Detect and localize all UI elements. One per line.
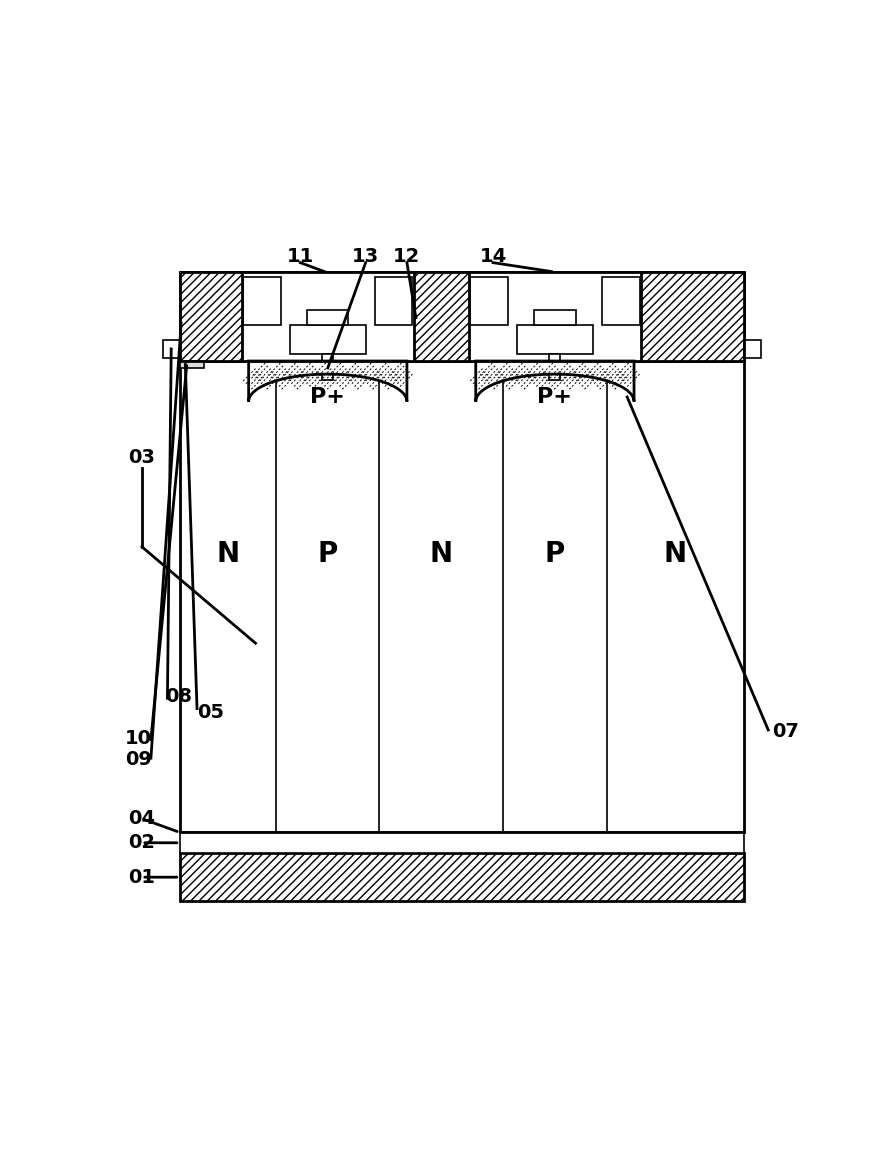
Text: N: N bbox=[217, 540, 240, 567]
Polygon shape bbox=[179, 832, 744, 853]
Polygon shape bbox=[289, 326, 366, 355]
Polygon shape bbox=[469, 272, 641, 361]
Text: P: P bbox=[544, 540, 565, 567]
Polygon shape bbox=[508, 361, 515, 376]
Polygon shape bbox=[179, 361, 744, 832]
Polygon shape bbox=[249, 361, 407, 402]
Polygon shape bbox=[498, 361, 505, 376]
Text: 02: 02 bbox=[129, 833, 155, 852]
Polygon shape bbox=[307, 310, 348, 326]
Polygon shape bbox=[471, 277, 508, 326]
Polygon shape bbox=[744, 341, 761, 358]
Text: N: N bbox=[430, 540, 453, 567]
Text: N: N bbox=[663, 540, 687, 567]
Polygon shape bbox=[163, 341, 179, 358]
Polygon shape bbox=[281, 361, 288, 376]
Text: 10: 10 bbox=[125, 729, 152, 748]
Polygon shape bbox=[179, 272, 744, 361]
Polygon shape bbox=[179, 361, 204, 368]
Polygon shape bbox=[614, 361, 621, 376]
Polygon shape bbox=[414, 272, 469, 361]
Text: P+: P+ bbox=[537, 387, 573, 406]
Polygon shape bbox=[276, 361, 379, 832]
Text: 13: 13 bbox=[352, 247, 379, 266]
Text: P: P bbox=[318, 540, 338, 567]
Polygon shape bbox=[387, 361, 394, 376]
Text: 11: 11 bbox=[287, 247, 313, 266]
Text: 09: 09 bbox=[125, 750, 152, 769]
Text: 08: 08 bbox=[165, 687, 192, 706]
Text: 04: 04 bbox=[129, 809, 155, 829]
Polygon shape bbox=[179, 853, 744, 901]
Polygon shape bbox=[550, 355, 560, 380]
Polygon shape bbox=[476, 361, 634, 402]
Polygon shape bbox=[242, 272, 414, 361]
Polygon shape bbox=[375, 277, 412, 326]
Text: 07: 07 bbox=[772, 722, 798, 741]
Polygon shape bbox=[602, 277, 639, 326]
Text: 03: 03 bbox=[129, 448, 155, 467]
Polygon shape bbox=[179, 272, 242, 361]
Text: 14: 14 bbox=[480, 247, 506, 266]
Polygon shape bbox=[377, 361, 385, 376]
Polygon shape bbox=[272, 361, 278, 376]
Polygon shape bbox=[243, 277, 281, 326]
Text: 12: 12 bbox=[393, 247, 421, 266]
Text: 01: 01 bbox=[129, 868, 155, 886]
Polygon shape bbox=[535, 310, 575, 326]
Polygon shape bbox=[517, 326, 593, 355]
Text: P+: P+ bbox=[310, 387, 345, 406]
Text: 05: 05 bbox=[197, 702, 225, 722]
Polygon shape bbox=[605, 361, 611, 376]
Polygon shape bbox=[322, 355, 333, 380]
Polygon shape bbox=[503, 361, 607, 832]
Polygon shape bbox=[641, 272, 744, 361]
